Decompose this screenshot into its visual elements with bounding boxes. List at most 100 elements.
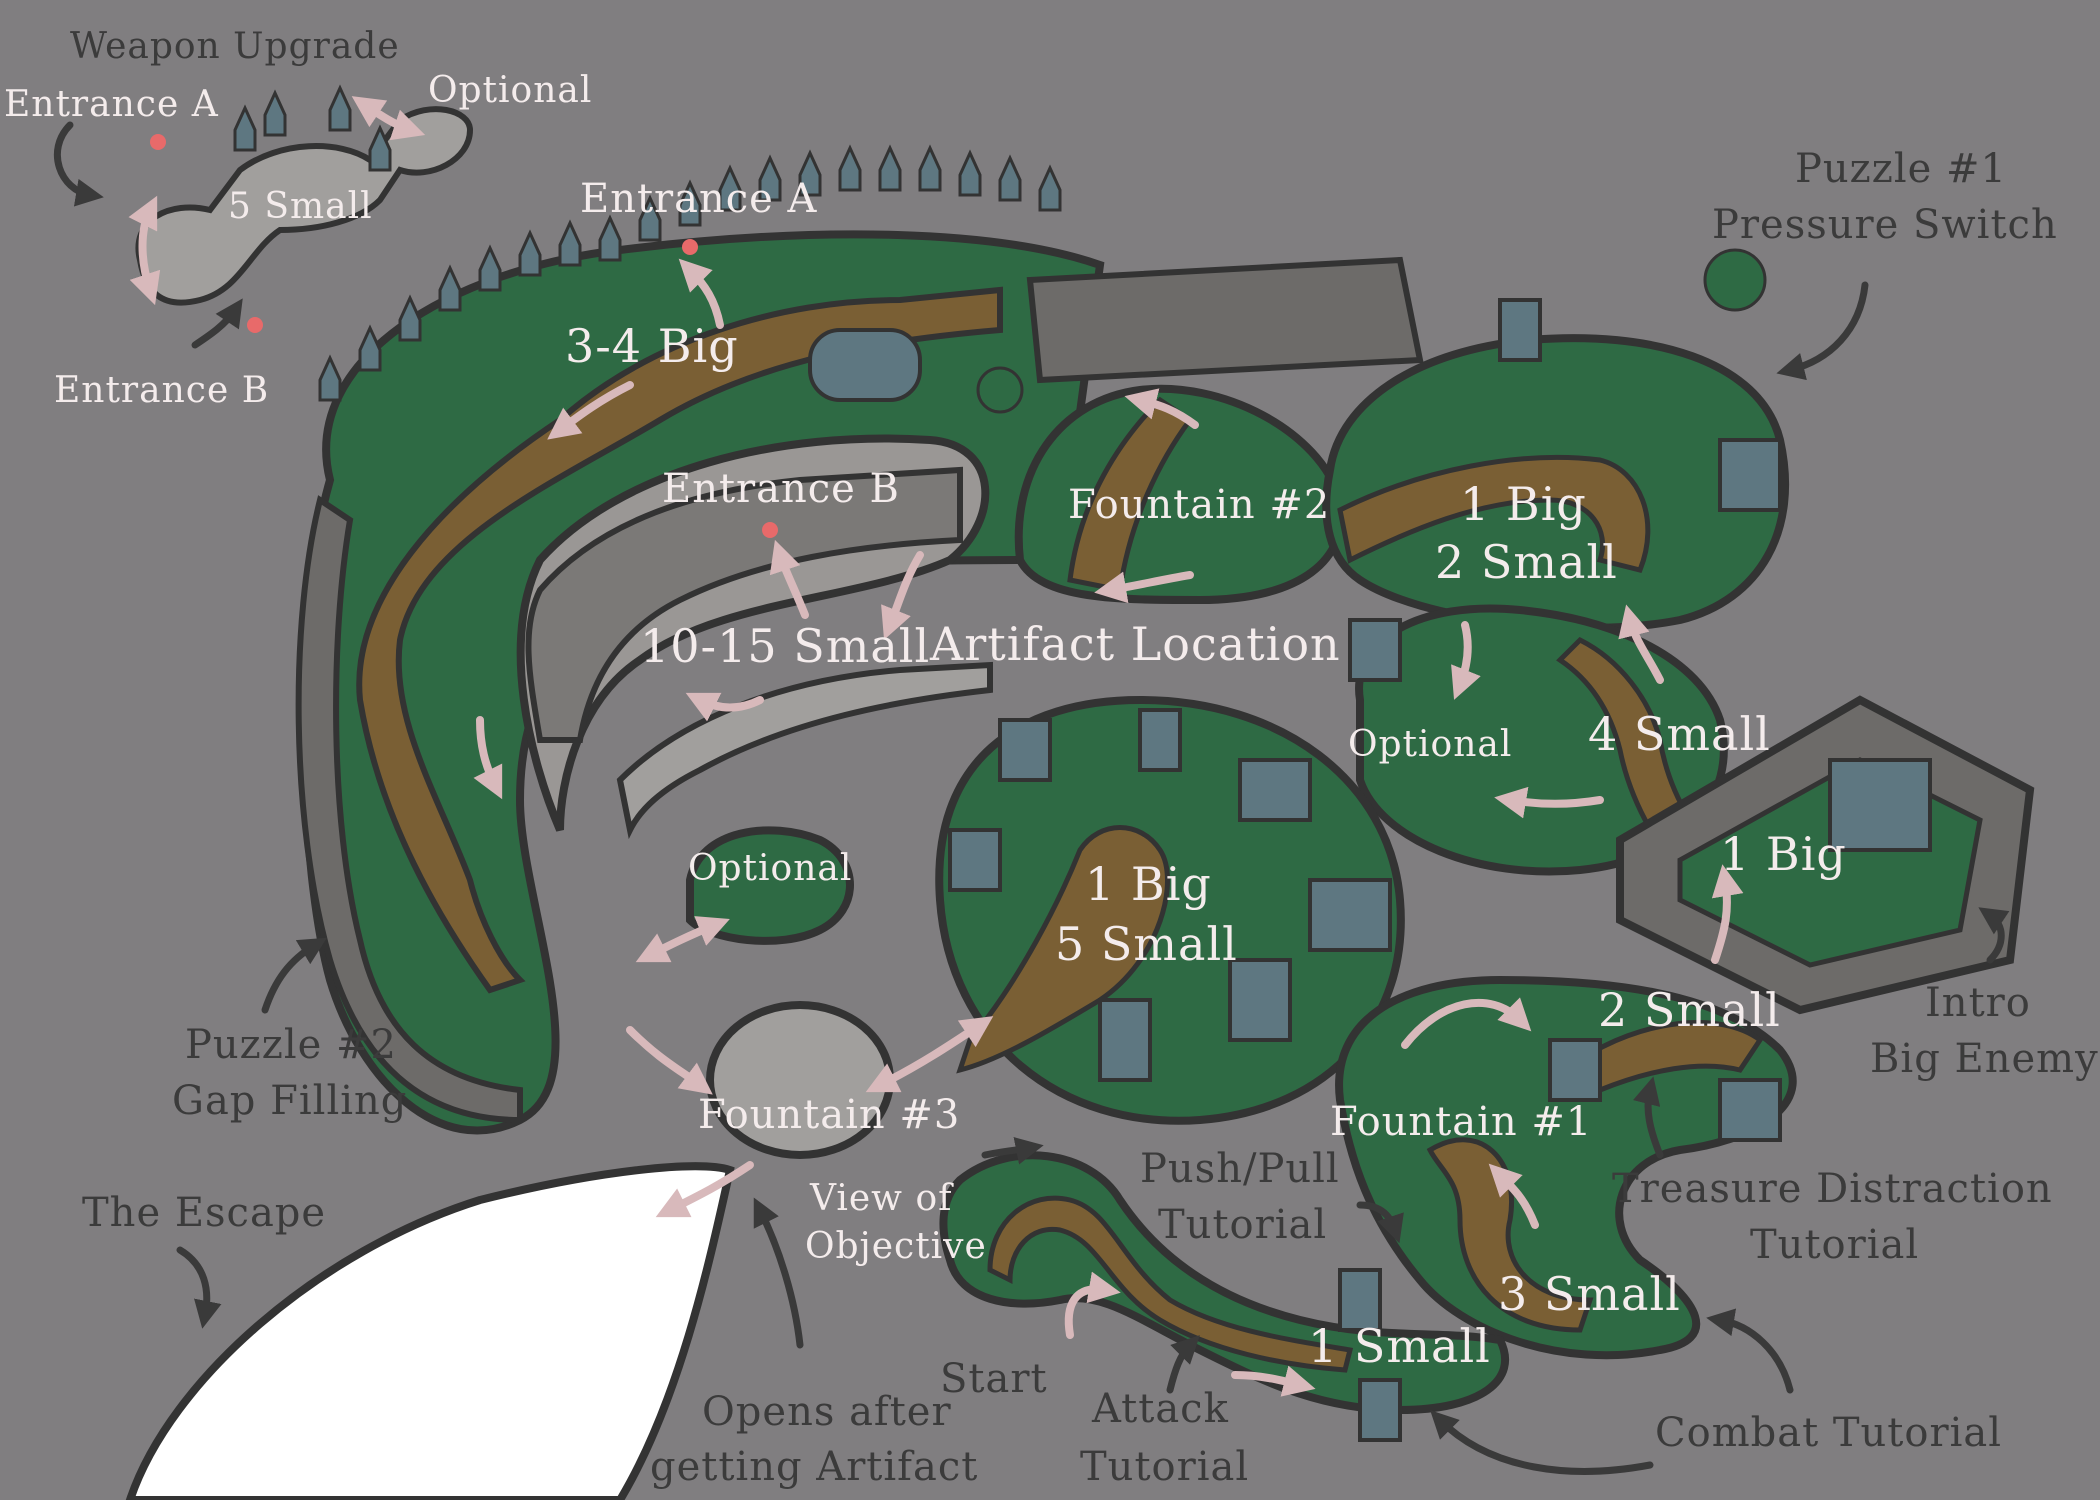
- label-puzzle-2-title: Puzzle #2: [185, 1022, 397, 1068]
- central-path: [956, 825, 1170, 1074]
- tree-icon: [798, 149, 822, 197]
- house-icon: [948, 828, 1002, 892]
- label-one-big-central: 1 Big: [1085, 857, 1212, 911]
- tree-icon: [958, 149, 982, 197]
- label-attack: Attack: [1091, 1386, 1229, 1432]
- north-wall: [1026, 256, 1424, 384]
- label-one-big-east: 1 Big: [1720, 827, 1847, 881]
- arrow-icon: [1494, 786, 1604, 819]
- arrow-icon: [981, 1137, 1044, 1165]
- arrow-icon: [1488, 1163, 1539, 1229]
- arrow-icon: [753, 1197, 804, 1349]
- label-intro: Intro: [1925, 980, 2031, 1026]
- two-small-path: [1576, 1020, 1764, 1094]
- center-road: [616, 661, 993, 840]
- arrow-icon: [1356, 1201, 1404, 1244]
- label-puzzle-1-title: Puzzle #1: [1795, 146, 2007, 192]
- tree-icon: [328, 84, 352, 132]
- tree-icon: [998, 154, 1022, 202]
- house-icon: [1358, 1378, 1402, 1442]
- label-artifact-location: Artifact Location: [929, 617, 1341, 671]
- house-icon: [1548, 1038, 1602, 1102]
- tree-icon: [758, 154, 782, 202]
- label-treasure-tutorial: Tutorial: [1750, 1222, 1919, 1268]
- tree-icon: [878, 144, 902, 192]
- tree-icon: [518, 229, 542, 277]
- arrow-icon: [1064, 1271, 1121, 1339]
- label-entrance-a-main: Entrance A: [580, 176, 818, 222]
- label-fountain-3: Fountain #3: [698, 1092, 960, 1138]
- label-weapon-upgrade: Weapon Upgrade: [70, 26, 400, 67]
- arrow-icon: [1166, 1335, 1200, 1394]
- arrow-icon: [769, 539, 809, 619]
- round-trees: [976, 248, 1767, 414]
- label-puzzle-1-subtitle: Pressure Switch: [1712, 202, 2058, 248]
- tree-icon: [438, 264, 462, 312]
- arrow-icon: [176, 1246, 222, 1329]
- tree-icon: [976, 366, 1024, 414]
- tree-icon: [718, 164, 742, 212]
- label-fountain-1: Fountain #1: [1330, 1099, 1592, 1145]
- label-opens-after: Opens after: [702, 1389, 952, 1435]
- label-five-small: 5 Small: [228, 186, 373, 227]
- north-east-path: [1337, 454, 1651, 573]
- arrow-icon: [1124, 388, 1199, 429]
- arrow-icon: [881, 551, 924, 640]
- arrow-icon: [1978, 907, 2010, 964]
- arrow-icon: [1401, 997, 1532, 1049]
- house-icon: [1828, 758, 1932, 852]
- tree-icon: [638, 194, 662, 242]
- tree-icon: [678, 179, 702, 227]
- east-region: [1355, 604, 1728, 876]
- arrow-icon: [473, 716, 503, 800]
- arrow-icon: [351, 96, 426, 141]
- south-east-region: [1335, 975, 1797, 1360]
- label-the-escape: The Escape: [82, 1190, 326, 1236]
- tree-icon: [598, 214, 622, 262]
- arrow-icon: [1618, 604, 1664, 684]
- tree-icon: [1038, 164, 1062, 212]
- label-four-small: 4 Small: [1588, 707, 1771, 761]
- label-objective: Objective: [805, 1226, 987, 1267]
- tree-icon: [838, 144, 862, 192]
- arrow-icon: [685, 692, 764, 722]
- label-three-small: 3 Small: [1498, 1267, 1681, 1321]
- arrow-icon: [678, 258, 724, 329]
- entrance-b-marker-small: [247, 317, 263, 333]
- flow-arrows: [128, 96, 1744, 1397]
- arrow-icon: [1706, 1308, 1794, 1394]
- house-icon: [1718, 438, 1782, 512]
- label-one-small: 1 Small: [1308, 1319, 1491, 1373]
- arrow-icon: [547, 381, 634, 440]
- entrance-a-marker-main: [682, 239, 698, 255]
- entrance-b-marker-main: [762, 522, 778, 538]
- house-icon: [1238, 758, 1312, 822]
- optional-island: [686, 826, 854, 945]
- arrow-icon: [191, 298, 243, 349]
- label-optional-mid: Optional: [1348, 724, 1512, 765]
- label-start: Start: [940, 1356, 1048, 1402]
- tree-icon: [918, 144, 942, 192]
- house-icon: [1138, 708, 1182, 772]
- tutorial-path: [987, 1195, 1354, 1373]
- house-icon: [1098, 998, 1152, 1082]
- label-push-pull: Push/Pull: [1140, 1146, 1340, 1192]
- arrow-icon: [635, 916, 730, 963]
- arrow-icon: [128, 195, 161, 306]
- house-icon: [808, 328, 922, 402]
- label-fountain-2: Fountain #2: [1068, 482, 1330, 528]
- label-ten-fifteen-small: 10-15 Small: [640, 619, 930, 673]
- forest-decor: [233, 84, 1062, 402]
- label-entrance-a-small: Entrance A: [4, 84, 219, 125]
- arrow-icon: [1094, 571, 1194, 604]
- arrow-icon: [655, 1161, 754, 1218]
- label-big-enemy: Big Enemy: [1870, 1036, 2099, 1082]
- arrow-icon: [1430, 1410, 1654, 1475]
- label-getting-artifact: getting Artifact: [650, 1444, 978, 1490]
- label-combat-tutorial: Combat Tutorial: [1655, 1410, 2002, 1456]
- outer-labels: Weapon Upgrade Entrance A Optional Entra…: [4, 26, 2099, 1490]
- label-one-big-north: 1 Big: [1460, 477, 1587, 531]
- label-entrance-b-small: Entrance B: [54, 370, 269, 411]
- label-two-small-north: 2 Small: [1435, 535, 1618, 589]
